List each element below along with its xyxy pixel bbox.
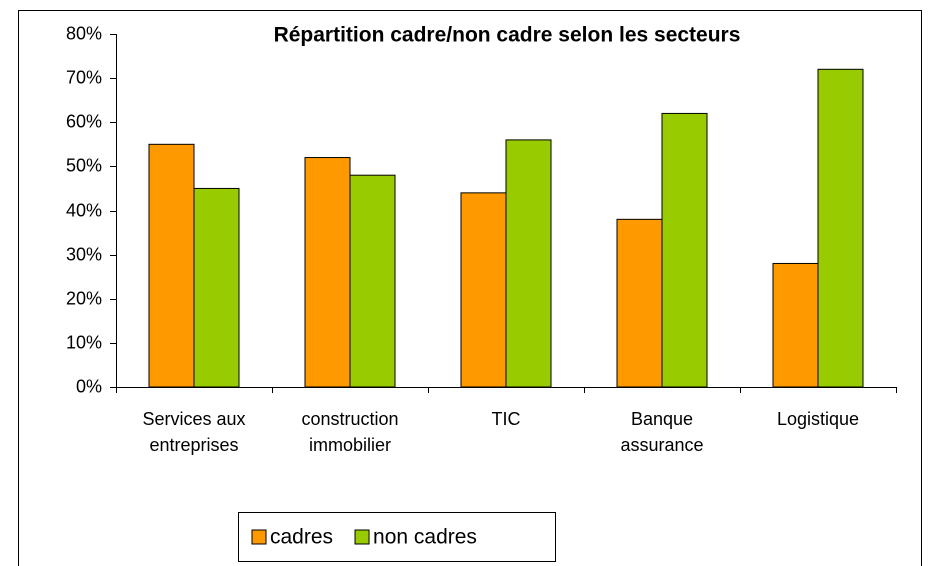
bar: [460, 192, 507, 388]
y-tick-label: 20%: [66, 288, 102, 308]
y-tick-label: 60%: [66, 111, 102, 131]
y-tick-label: 0%: [76, 376, 102, 396]
chart-title: Répartition cadre/non cadre selon les se…: [274, 24, 741, 47]
y-tick-label: 80%: [66, 23, 102, 43]
bar: [772, 262, 819, 388]
y-tick-label: 30%: [66, 244, 102, 264]
bar: [193, 187, 240, 388]
x-tick-label: Services aux entreprises: [142, 409, 246, 455]
legend-box: [238, 512, 556, 562]
y-tick-label: 10%: [66, 332, 102, 352]
y-tick-label: 40%: [66, 200, 102, 220]
legend-swatch: [354, 529, 370, 545]
x-tick-label: Banque assurance: [620, 409, 704, 455]
x-tick-label: TIC: [491, 409, 521, 429]
bar: [148, 143, 195, 388]
chart-frame: [18, 10, 922, 566]
bar: [505, 139, 552, 388]
x-tick-label: construction immobilier: [301, 409, 399, 455]
legend-label: non cadres: [373, 526, 477, 549]
x-tick-label: Logistique: [776, 409, 860, 429]
bar: [349, 174, 396, 388]
y-tick-label: 70%: [66, 67, 102, 87]
bar: [616, 218, 663, 388]
bar: [817, 68, 864, 388]
legend-label: cadres: [270, 526, 333, 549]
legend-swatch: [251, 529, 267, 545]
bar: [661, 112, 708, 388]
bar: [304, 157, 351, 388]
y-tick-label: 50%: [66, 155, 102, 175]
